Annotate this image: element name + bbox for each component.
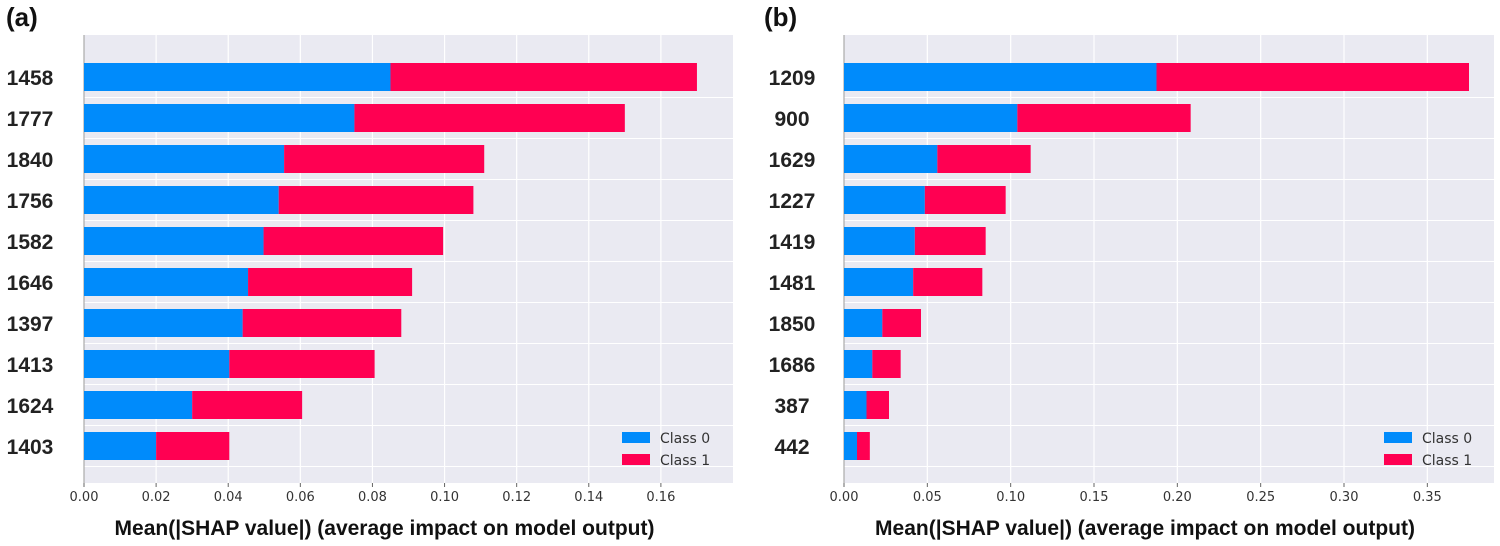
plot-background	[844, 35, 1494, 483]
category-label: 1413	[7, 354, 54, 377]
legend-swatch-class-0	[622, 432, 650, 443]
bar-class-0-1419	[844, 227, 915, 255]
chart-panel-b: 1209 900 1629 1227 1419 1481 1850 1686 387 442 0.0…	[764, 2, 1494, 540]
x-tick-label: 0.02	[142, 490, 171, 505]
category-label: 1209	[769, 67, 816, 90]
legend-swatch-class-0	[1384, 432, 1412, 443]
legend-label: Class 1	[660, 453, 710, 469]
bar-class-0-1582	[84, 227, 264, 255]
bar-class-0-1686	[844, 350, 873, 378]
x-tick-label: 0.00	[70, 490, 99, 505]
x-tick-label: 0.10	[996, 490, 1025, 505]
x-tick-label: 0.30	[1330, 490, 1359, 505]
panel-label: (b)	[764, 2, 797, 32]
bar-class-0-387	[844, 391, 867, 419]
x-tick-label: 0.12	[502, 490, 531, 505]
bar-class-0-1481	[844, 268, 914, 296]
category-label: 1582	[7, 231, 54, 254]
bar-class-1-1419	[914, 227, 986, 255]
bar-class-0-442	[844, 432, 857, 460]
bar-class-0-1413	[84, 350, 230, 378]
x-tick-label: 0.04	[214, 490, 243, 505]
x-tick-label: 0.05	[913, 490, 942, 505]
category-label: 1419	[769, 231, 816, 254]
category-label: 442	[774, 436, 809, 459]
bar-class-0-1756	[84, 186, 279, 214]
bar-class-0-1403	[84, 432, 157, 460]
bar-class-1-1458	[390, 63, 697, 91]
category-label: 1646	[7, 272, 54, 295]
x-axis-title: Mean(|SHAP value|) (average impact on mo…	[875, 517, 1415, 540]
category-label: 1686	[769, 354, 816, 377]
x-tick-label: 0.06	[286, 490, 315, 505]
category-label: 1840	[7, 149, 54, 172]
x-tick-label: 0.08	[358, 490, 387, 505]
category-label: 1756	[7, 190, 54, 213]
bar-class-1-1686	[872, 350, 901, 378]
chart-panel-a: 1458 1777 1840 1756 1582 1646 1397 1413 1624 1403…	[6, 2, 733, 540]
bar-class-1-1403	[156, 432, 230, 460]
category-label: 1227	[769, 190, 816, 213]
x-axis-title: Mean(|SHAP value|) (average impact on mo…	[115, 517, 655, 540]
bar-class-0-1629	[844, 145, 938, 173]
bar-class-0-1227	[844, 186, 925, 214]
x-tick-label: 0.25	[1246, 490, 1275, 505]
bar-class-1-1850	[882, 309, 921, 337]
bar-class-1-1582	[263, 227, 444, 255]
bar-class-1-1624	[192, 391, 303, 419]
x-tick-label: 0.15	[1080, 490, 1109, 505]
bar-class-0-1209	[844, 63, 1157, 91]
x-tick-label: 0.35	[1413, 490, 1442, 505]
bar-class-1-1413	[229, 350, 375, 378]
x-tick-label: 0.16	[646, 490, 675, 505]
category-label: 900	[774, 108, 809, 131]
bar-class-1-900	[1017, 104, 1191, 132]
legend-label: Class 0	[1422, 431, 1472, 447]
x-tick-label: 0.14	[574, 490, 603, 505]
bar-class-1-1756	[278, 186, 474, 214]
category-label: 1403	[7, 436, 54, 459]
legend-swatch-class-1	[622, 454, 650, 465]
bar-class-1-442	[857, 432, 870, 460]
x-tick-label: 0.00	[830, 490, 859, 505]
category-label: 1481	[769, 272, 816, 295]
bar-class-1-1227	[924, 186, 1006, 214]
bar-class-1-387	[866, 391, 889, 419]
bar-class-0-1624	[84, 391, 193, 419]
bar-class-1-1777	[354, 104, 625, 132]
legend-label: Class 1	[1422, 453, 1472, 469]
bar-class-1-1840	[284, 145, 485, 173]
category-label: 1629	[769, 149, 816, 172]
x-tick-label: 0.20	[1163, 490, 1192, 505]
category-label: 1397	[7, 313, 54, 336]
bar-class-1-1629	[937, 145, 1031, 173]
bar-class-0-1646	[84, 268, 249, 296]
bar-class-1-1646	[248, 268, 413, 296]
category-label: 1458	[7, 67, 54, 90]
category-label: 1777	[7, 108, 54, 131]
bar-class-1-1209	[1156, 63, 1469, 91]
panel-label: (a)	[6, 2, 38, 32]
bar-class-0-1840	[84, 145, 285, 173]
bar-class-0-900	[844, 104, 1018, 132]
x-tick-label: 0.10	[430, 490, 459, 505]
bar-class-0-1850	[844, 309, 883, 337]
bar-class-0-1458	[84, 63, 391, 91]
category-label: 1850	[769, 313, 816, 336]
bar-class-1-1397	[242, 309, 402, 337]
bar-class-0-1777	[84, 104, 355, 132]
legend-label: Class 0	[660, 431, 710, 447]
category-label: 387	[774, 395, 809, 418]
bar-class-1-1481	[913, 268, 983, 296]
category-label: 1624	[7, 395, 54, 418]
bar-class-0-1397	[84, 309, 243, 337]
legend-swatch-class-1	[1384, 454, 1412, 465]
